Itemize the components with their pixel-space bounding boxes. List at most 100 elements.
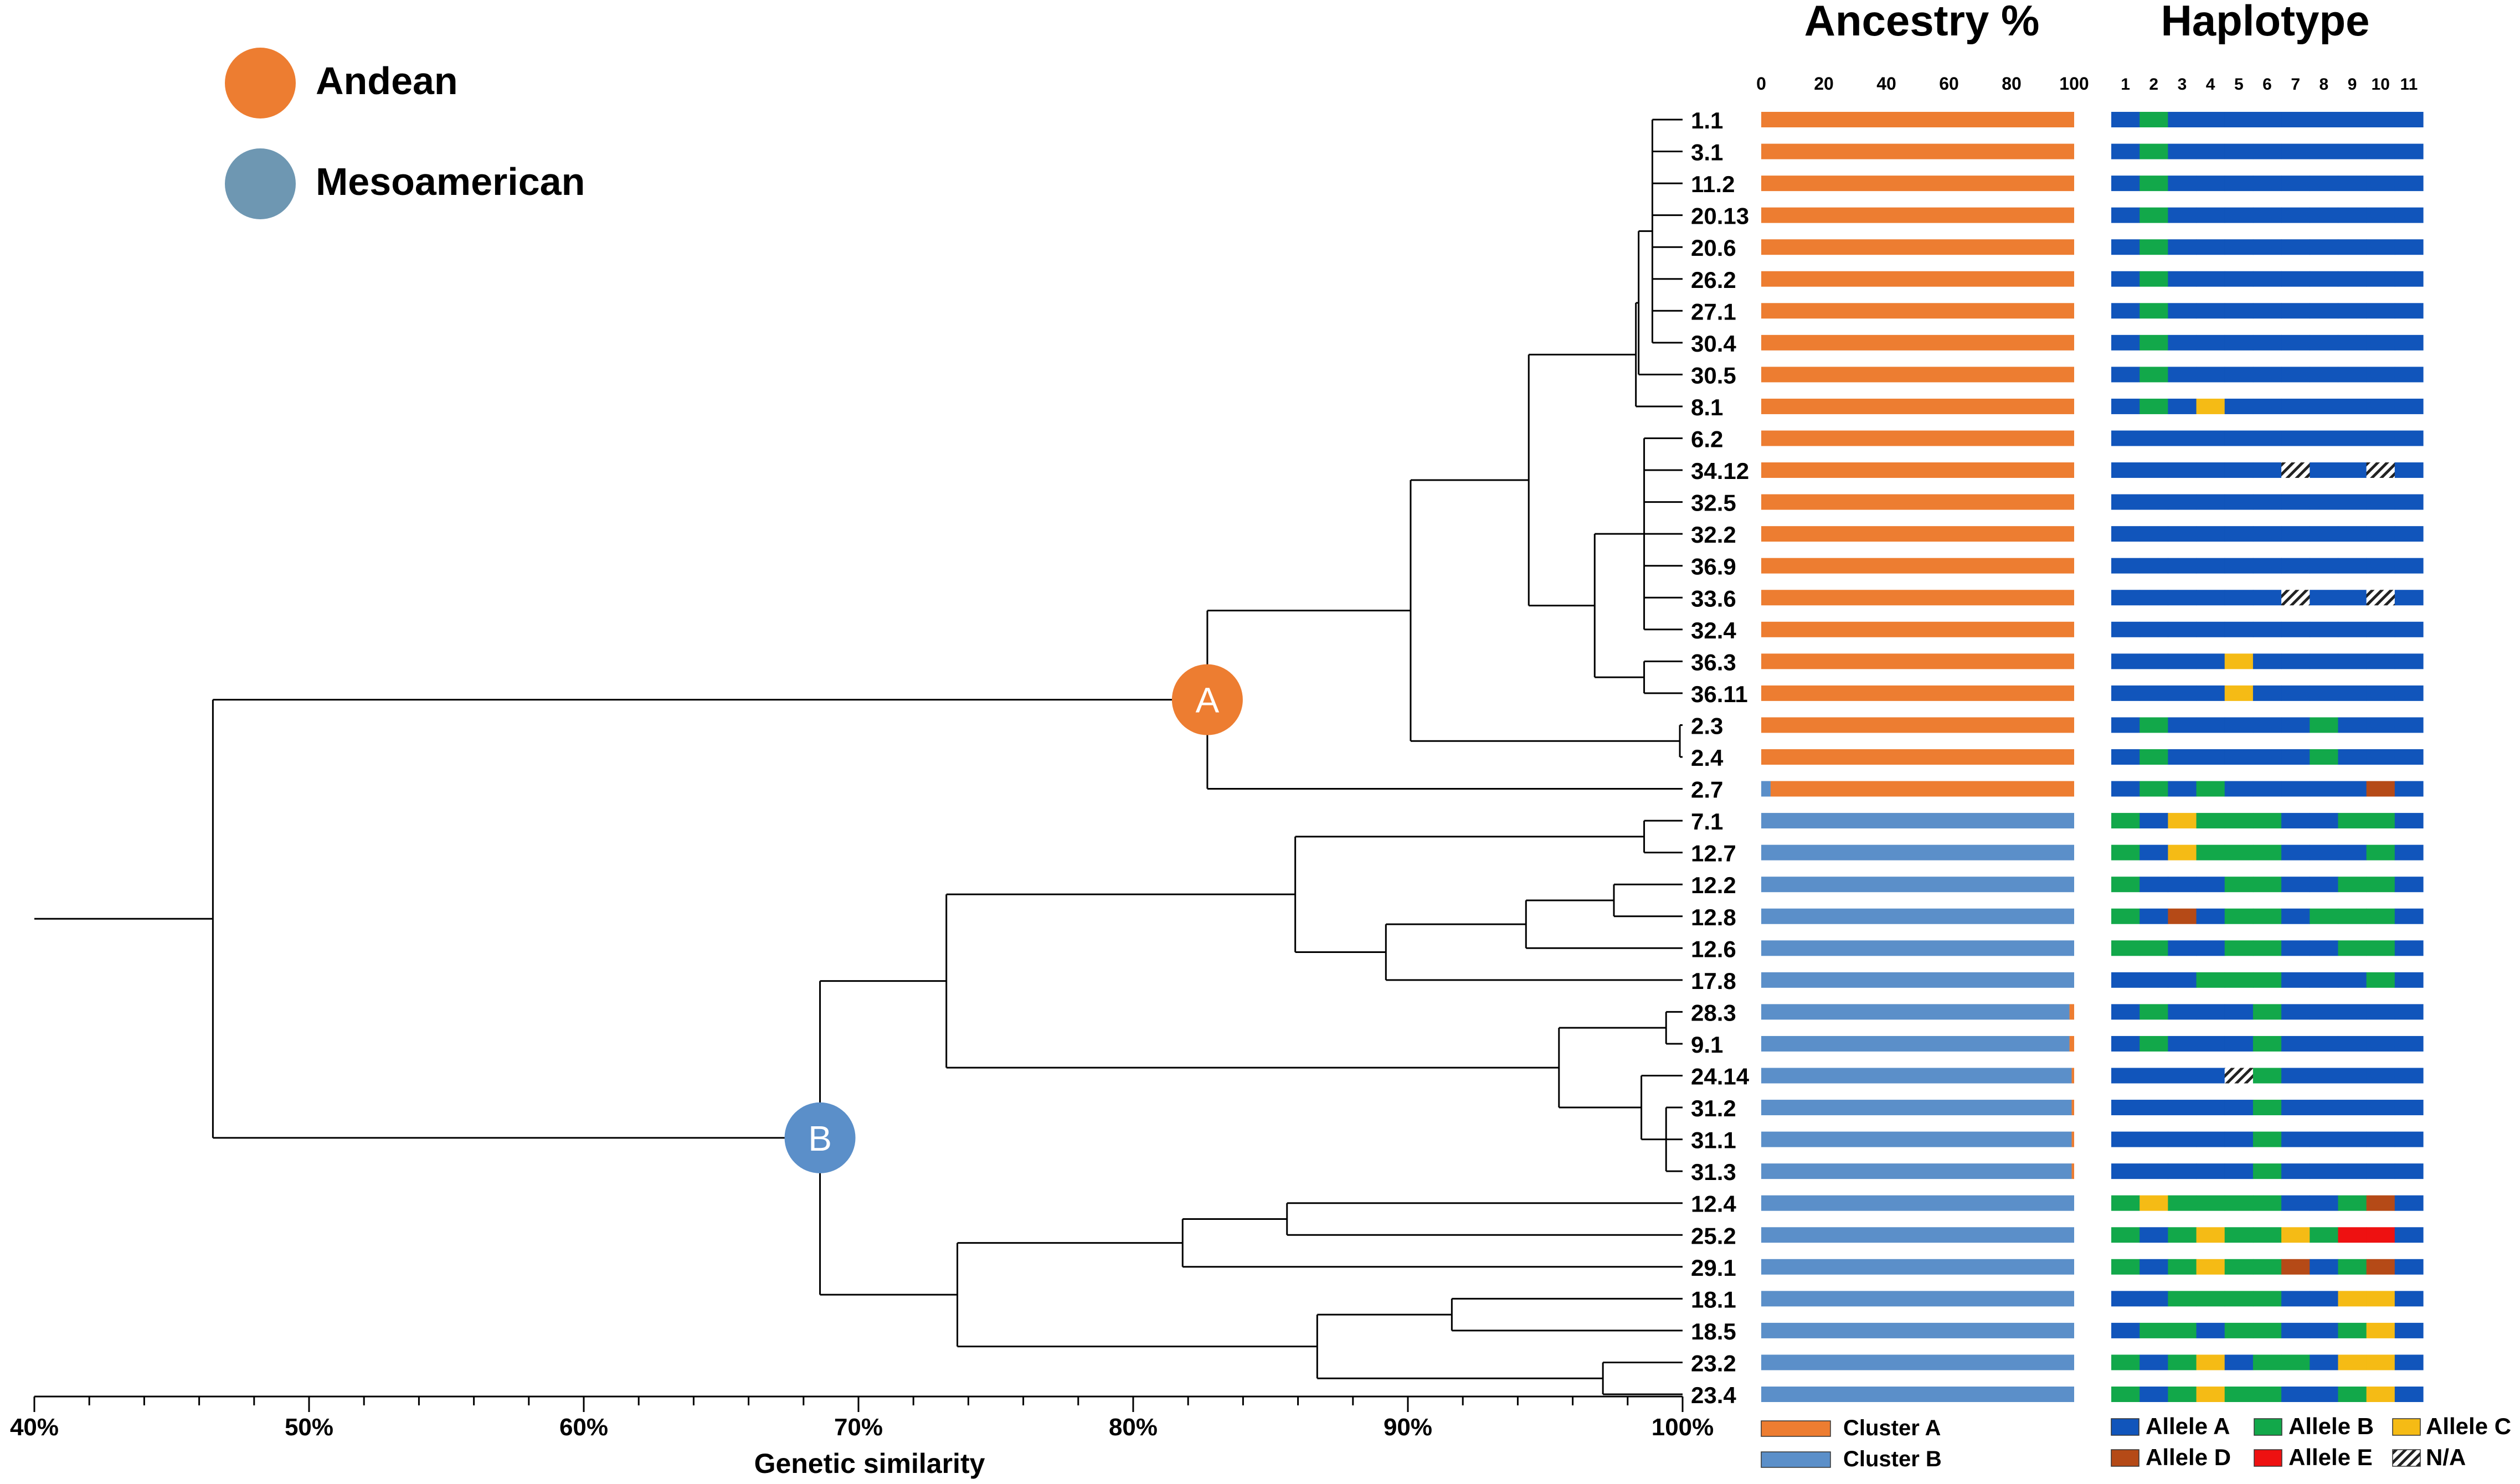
haplotype-6-2-pos-3 <box>2168 430 2197 446</box>
ancestry-bar-andean-32-5 <box>1761 494 2074 510</box>
haplotype-12-7-pos-6 <box>2252 844 2282 860</box>
cluster-a-label: Cluster A <box>1843 1416 1941 1440</box>
ancestry-bar-meso-12-7 <box>1761 844 2074 860</box>
allele-e-label: Allele E <box>2288 1444 2373 1470</box>
haplotype-23-2-pos-7 <box>2281 1354 2310 1370</box>
haplotype-12-7-pos-2 <box>2140 844 2168 860</box>
haplotype-27-1-pos-8 <box>2310 303 2339 319</box>
sample-label-2-4: 2.4 <box>1691 745 1724 771</box>
haplotype-1-1-pos-9 <box>2338 112 2367 127</box>
haplotype-18-1-pos-1 <box>2111 1291 2140 1307</box>
haplotype-30-4-pos-6 <box>2252 334 2282 351</box>
haplotype-30-4-pos-5 <box>2224 334 2254 351</box>
haplotype-29-1-pos-10 <box>2366 1259 2395 1275</box>
haplotype-30-4-pos-11 <box>2394 334 2424 351</box>
haplotype-23-2-pos-3 <box>2168 1354 2197 1370</box>
haplotype-17-8-pos-4 <box>2196 972 2225 988</box>
haplotype-24-14-pos-2 <box>2140 1068 2168 1084</box>
haplotype-12-6-pos-8 <box>2310 940 2339 956</box>
haplotype-7-1-pos-1 <box>2111 813 2140 829</box>
haplotype-34-12-pos-1 <box>2111 462 2140 478</box>
haplotype-30-5-pos-4 <box>2196 367 2225 383</box>
cluster-b-swatch <box>1761 1451 1831 1468</box>
haplotype-position-6: 6 <box>2262 75 2272 94</box>
ancestry-bar-meso-18-1 <box>1761 1291 2074 1307</box>
ancestry-bar-andean-9-1 <box>2069 1035 2074 1052</box>
haplotype-2-7-pos-7 <box>2281 781 2310 797</box>
haplotype-27-1-pos-7 <box>2281 303 2310 319</box>
haplotype-34-12-pos-9 <box>2338 462 2367 478</box>
haplotype-12-7-pos-5 <box>2224 844 2254 860</box>
haplotype-position-2: 2 <box>2149 75 2158 94</box>
haplotype-1-1-pos-8 <box>2310 112 2339 127</box>
haplotype-6-2-pos-4 <box>2196 430 2225 446</box>
haplotype-1-1-pos-4 <box>2196 112 2225 127</box>
haplotype-32-4-pos-4 <box>2196 621 2225 637</box>
haplotype-32-2-pos-5 <box>2224 526 2254 542</box>
allele-e-swatch <box>2254 1449 2282 1467</box>
haplotype-32-5-pos-11 <box>2394 494 2424 510</box>
sample-label-32-2: 32.2 <box>1691 522 1736 548</box>
ancestry-bar-andean-36-9 <box>1761 558 2074 574</box>
haplotype-33-6-pos-8 <box>2310 590 2339 606</box>
haplotype-2-7-pos-10 <box>2366 781 2395 797</box>
cluster-b-label: Cluster B <box>1843 1447 1942 1471</box>
haplotype-1-1-pos-3 <box>2168 112 2197 127</box>
haplotype-26-2-pos-5 <box>2224 271 2254 287</box>
haplotype-20-13-pos-10 <box>2366 207 2395 223</box>
haplotype-18-5-pos-1 <box>2111 1322 2140 1338</box>
haplotype-33-6-pos-1 <box>2111 590 2140 606</box>
ancestry-bar-meso-25-2 <box>1761 1227 2074 1243</box>
haplotype-31-3-pos-6 <box>2252 1163 2282 1179</box>
haplotype-27-1-pos-3 <box>2168 303 2197 319</box>
haplotype-3-1-pos-1 <box>2111 143 2140 159</box>
haplotype-33-6-pos-3 <box>2168 590 2197 606</box>
haplotype-34-12-pos-2 <box>2140 462 2168 478</box>
haplotype-11-2-pos-5 <box>2224 176 2254 192</box>
ancestry-tick-100: 100 <box>2059 74 2089 94</box>
haplotype-23-4-pos-3 <box>2168 1387 2197 1402</box>
sample-label-1-1: 1.1 <box>1691 107 1723 133</box>
haplotype-24-14-pos-3 <box>2168 1068 2197 1084</box>
ancestry-bar-andean-1-1 <box>1761 112 2074 127</box>
haplotype-2-7-pos-11 <box>2394 781 2424 797</box>
ancestry-bar-andean-6-2 <box>1761 430 2074 446</box>
haplotype-1-1-pos-1 <box>2111 112 2140 127</box>
haplotype-18-1-pos-5 <box>2224 1291 2254 1307</box>
allele-b-label: Allele B <box>2288 1413 2374 1439</box>
sample-label-30-4: 30.4 <box>1691 331 1736 357</box>
haplotype-20-6-pos-6 <box>2252 239 2282 255</box>
sample-label-12-8: 12.8 <box>1691 904 1736 930</box>
haplotype-12-6-pos-4 <box>2196 940 2225 956</box>
haplotype-20-13-pos-5 <box>2224 207 2254 223</box>
haplotype-30-5-pos-9 <box>2338 367 2367 383</box>
haplotype-23-2-pos-10 <box>2366 1354 2395 1370</box>
haplotype-23-4-pos-9 <box>2338 1387 2367 1402</box>
haplotype-6-2-pos-1 <box>2111 430 2140 446</box>
sample-label-8-1: 8.1 <box>1691 394 1723 420</box>
allele-na-label: N/A <box>2426 1444 2466 1470</box>
haplotype-2-4-pos-4 <box>2196 749 2225 765</box>
sample-label-18-5: 18.5 <box>1691 1318 1736 1344</box>
haplotype-28-3-pos-9 <box>2338 1004 2367 1020</box>
haplotype-1-1-pos-5 <box>2224 112 2254 127</box>
haplotype-29-1-pos-2 <box>2140 1259 2168 1275</box>
ancestry-tick-20: 20 <box>1814 74 1834 94</box>
haplotype-11-2-pos-7 <box>2281 176 2310 192</box>
haplotype-36-9-pos-8 <box>2310 558 2339 574</box>
haplotype-31-2-pos-3 <box>2168 1100 2197 1116</box>
cluster-b-node-label: B <box>808 1119 832 1158</box>
haplotype-2-4-pos-7 <box>2281 749 2310 765</box>
haplotype-12-2-pos-11 <box>2394 877 2424 893</box>
haplotype-2-3-pos-7 <box>2281 717 2310 733</box>
haplotype-20-13-pos-4 <box>2196 207 2225 223</box>
ancestry-bar-andean-30-4 <box>1761 334 2074 351</box>
haplotype-31-3-pos-1 <box>2111 1163 2140 1179</box>
sample-label-2-3: 2.3 <box>1691 713 1723 739</box>
haplotype-32-2-pos-6 <box>2252 526 2282 542</box>
dendrogram-tree <box>34 118 1683 1395</box>
sample-label-12-7: 12.7 <box>1691 841 1736 867</box>
ancestry-bar-andean-2-3 <box>1761 717 2074 733</box>
haplotype-18-1-pos-10 <box>2366 1291 2395 1307</box>
haplotype-12-6-pos-9 <box>2338 940 2367 956</box>
